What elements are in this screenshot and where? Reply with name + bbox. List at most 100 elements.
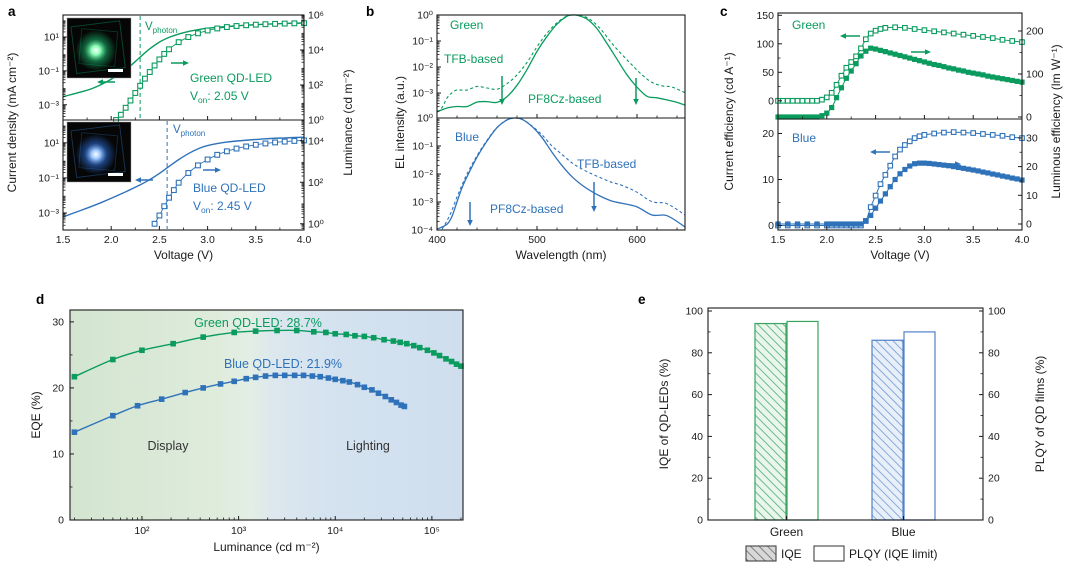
data-point-marker bbox=[838, 85, 845, 91]
data-point-marker bbox=[960, 68, 967, 74]
data-point-marker bbox=[970, 167, 976, 173]
data-point-marker bbox=[71, 373, 78, 380]
data-point-marker bbox=[985, 170, 991, 176]
y-axis-title-left: IQE of QD-LEDs (%) bbox=[657, 359, 671, 470]
data-point-marker bbox=[936, 62, 942, 68]
y-axis-tick-label: 60 bbox=[988, 389, 1000, 401]
y-axis-title-right: PLQY of QD films (%) bbox=[1033, 356, 1047, 472]
data-point-marker bbox=[139, 347, 145, 354]
subplot-color-label: Blue bbox=[792, 131, 816, 145]
data-point-marker bbox=[931, 61, 937, 68]
data-point-marker bbox=[833, 221, 840, 227]
data-point-marker bbox=[921, 27, 928, 33]
data-point-marker bbox=[291, 20, 298, 27]
data-point-marker bbox=[833, 95, 840, 101]
data-point-marker bbox=[970, 32, 977, 39]
arrow-head bbox=[135, 177, 141, 183]
y-axis-tick-label: 0 bbox=[1026, 219, 1032, 231]
y-axis-tick-label: 10⁰ bbox=[308, 218, 325, 230]
device-label: Blue QD-LED bbox=[193, 181, 266, 195]
data-point-marker bbox=[882, 191, 888, 197]
data-point-marker bbox=[867, 30, 874, 37]
data-point-marker bbox=[858, 45, 864, 52]
y-axis-tick-label: 10⁻² bbox=[412, 62, 433, 74]
data-point-marker bbox=[1009, 77, 1015, 84]
y-axis-tick-label: 10⁰ bbox=[417, 113, 434, 125]
data-point-marker bbox=[214, 151, 221, 158]
arrow-head bbox=[591, 206, 597, 212]
data-point-marker bbox=[892, 51, 898, 57]
data-point-marker bbox=[824, 221, 830, 227]
x-axis-title: Voltage (V) bbox=[154, 248, 213, 262]
data-point-marker bbox=[185, 34, 192, 40]
x-axis-tick-label: 10⁵ bbox=[424, 525, 440, 537]
data-point-marker bbox=[200, 334, 206, 340]
data-point-marker bbox=[921, 160, 927, 166]
y-axis-title-left: EQE (%) bbox=[29, 391, 43, 438]
y-axis-tick-label: 10⁻² bbox=[412, 169, 433, 181]
data-point-marker bbox=[789, 97, 796, 104]
data-point-marker bbox=[999, 36, 1006, 43]
data-point-marker bbox=[141, 75, 148, 82]
x-axis-tick-label: 600 bbox=[628, 234, 646, 246]
data-point-marker bbox=[970, 130, 977, 136]
y-axis-tick-label: 10⁻¹ bbox=[38, 172, 59, 184]
data-point-marker bbox=[799, 97, 806, 104]
data-point-marker bbox=[921, 59, 927, 65]
data-point-marker bbox=[272, 139, 279, 146]
data-point-marker bbox=[965, 166, 971, 172]
data-point-marker bbox=[843, 64, 850, 71]
arrow-head bbox=[499, 99, 505, 105]
x-axis-tick-label: 2.0 bbox=[104, 234, 119, 246]
data-point-marker bbox=[843, 221, 849, 227]
y-axis-tick-label: 100 bbox=[685, 306, 703, 318]
current-density-line bbox=[62, 136, 305, 218]
y-axis-tick-label: 200 bbox=[1026, 26, 1044, 38]
data-point-marker bbox=[151, 220, 158, 227]
data-point-marker bbox=[877, 47, 884, 53]
y-axis-tick-label: 20 bbox=[52, 382, 64, 394]
data-point-marker bbox=[156, 212, 163, 219]
plot-border bbox=[777, 12, 1023, 231]
data-point-marker bbox=[1014, 78, 1020, 84]
panel-e: 0 0 20 20 40 40 60 60 80 80 100 100 Green Blue IQE of … bbox=[657, 306, 1047, 562]
lighting-region-label: Lighting bbox=[346, 439, 390, 453]
data-point-marker bbox=[361, 333, 368, 340]
panel-a-subplot: 10¹ 10⁻¹ 10⁻³ 10⁶ 10⁴ 10² 10⁰ Green QD-LED Von: … bbox=[38, 10, 324, 127]
series-label-tfb: TFB-based bbox=[577, 157, 636, 171]
bar-blue-plqy bbox=[903, 331, 936, 521]
data-point-marker bbox=[1009, 38, 1016, 44]
data-point-marker bbox=[897, 52, 903, 59]
data-point-marker bbox=[819, 113, 825, 119]
current-efficiency-line bbox=[777, 131, 1023, 227]
data-point-marker bbox=[161, 50, 168, 57]
y-axis-tick-label: 150 bbox=[756, 10, 774, 22]
x-axis-tick-label: 10² bbox=[134, 525, 150, 537]
y-axis-tick-label: 10⁰ bbox=[308, 115, 325, 127]
data-point-marker bbox=[185, 170, 192, 176]
data-point-marker bbox=[990, 74, 996, 80]
data-point-marker bbox=[397, 339, 403, 346]
data-point-marker bbox=[340, 377, 346, 384]
data-point-marker bbox=[175, 179, 182, 186]
data-point-marker bbox=[960, 31, 967, 38]
y-axis-title-right: Luminance (cd m⁻²) bbox=[341, 69, 355, 175]
data-point-marker bbox=[804, 97, 811, 104]
series-label-pf8cz: PF8Cz-based bbox=[490, 202, 563, 216]
data-point-marker bbox=[151, 62, 158, 69]
panel-label-b: b bbox=[366, 4, 375, 19]
data-point-marker bbox=[916, 160, 923, 166]
data-point-marker bbox=[204, 27, 211, 34]
y-axis-title-left: Current density (mA cm⁻²) bbox=[5, 53, 19, 193]
arrow-head bbox=[183, 60, 189, 66]
bar-category-label: Blue bbox=[891, 525, 915, 539]
data-point-marker bbox=[907, 55, 913, 61]
panel-c-subplot: 20 10 0 30 20 10 0 Blue bbox=[762, 128, 1038, 232]
data-point-marker bbox=[1009, 175, 1015, 181]
data-point-marker bbox=[375, 390, 382, 397]
data-point-marker bbox=[872, 27, 879, 34]
data-point-marker bbox=[262, 140, 269, 147]
data-point-marker bbox=[233, 23, 240, 29]
y-axis-tick-label: 10⁴ bbox=[308, 135, 324, 147]
data-point-marker bbox=[794, 221, 801, 227]
